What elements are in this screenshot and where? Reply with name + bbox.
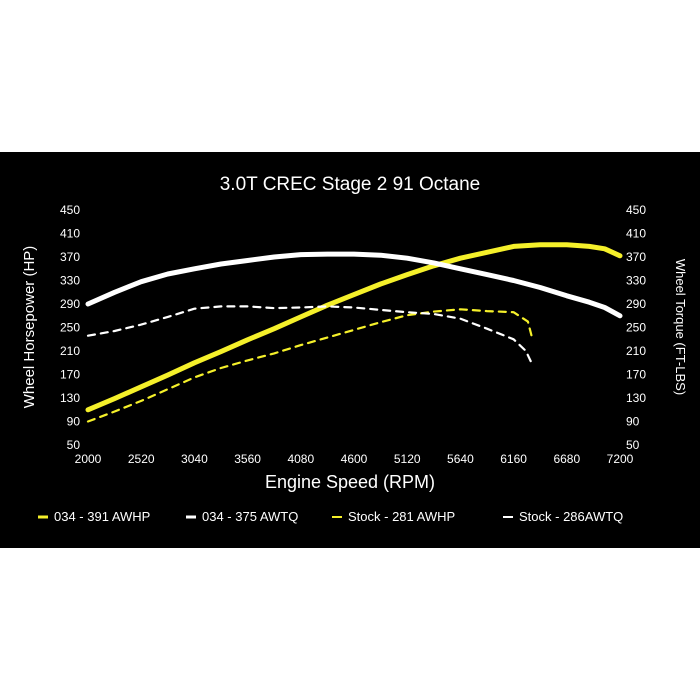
y-axis-label-left: Wheel Horsepower (HP) <box>21 246 38 409</box>
y-tick-label-left: 450 <box>60 203 80 217</box>
y-tick-label-right: 410 <box>626 227 646 241</box>
y-tick-label-left: 90 <box>67 415 81 429</box>
y-tick-label-left: 290 <box>60 297 80 311</box>
y-tick-label-left: 330 <box>60 274 80 288</box>
legend-label: 034 - 391 AWHP <box>54 509 150 524</box>
y-axis-label-right: Wheel Torque (FT-LBS) <box>673 259 688 395</box>
chart-title: 3.0T CREC Stage 2 91 Octane <box>220 174 481 195</box>
legend-label: Stock - 281 AWHP <box>348 509 455 524</box>
x-tick-label: 3040 <box>181 452 208 466</box>
series-line-4 <box>86 305 534 365</box>
x-tick-labels: 2000 2520 3040 3560 4080 4600 5120 5640 6160 6680… <box>75 452 634 466</box>
chart-panel <box>0 152 700 548</box>
legend-label: Stock - 286AWTQ <box>519 509 623 524</box>
x-tick-label: 6160 <box>500 452 527 466</box>
x-tick-label: 5120 <box>394 452 421 466</box>
y-tick-label-left: 170 <box>60 368 80 382</box>
y-tick-label-left: 410 <box>60 227 80 241</box>
x-tick-label: 7200 <box>607 452 634 466</box>
x-tick-label: 3560 <box>234 452 261 466</box>
y-tick-label-right: 290 <box>626 297 646 311</box>
y-tick-label-left: 250 <box>60 321 80 335</box>
series-line-3 <box>86 308 534 423</box>
y-tick-label-left: 50 <box>67 438 81 452</box>
legend-label: 034 - 375 AWTQ <box>202 509 298 524</box>
y-tick-label-left: 370 <box>60 250 80 264</box>
series-line-2 <box>85 251 623 319</box>
y-tick-label-right: 50 <box>626 438 640 452</box>
y-tick-label-right: 370 <box>626 250 646 264</box>
y-tick-label-right: 170 <box>626 368 646 382</box>
y-tick-label-left: 130 <box>60 391 80 405</box>
y-tick-label-right: 450 <box>626 203 646 217</box>
y-tick-label-right: 250 <box>626 321 646 335</box>
y-tick-labels-right: 50 90 130 170 210 250 290 330 370 410 450 <box>626 203 646 452</box>
y-tick-label-right: 130 <box>626 391 646 405</box>
y-tick-label-right: 330 <box>626 274 646 288</box>
x-tick-label: 2000 <box>75 452 102 466</box>
legend: 034 - 391 AWHP 034 - 375 AWTQ Stock - 281 … <box>38 509 623 524</box>
x-tick-label: 2520 <box>128 452 155 466</box>
y-tick-label-right: 210 <box>626 344 646 358</box>
x-axis-label: Engine Speed (RPM) <box>265 472 435 492</box>
series-line-1 <box>85 242 623 413</box>
x-tick-label: 5640 <box>447 452 474 466</box>
x-tick-label: 4080 <box>287 452 314 466</box>
x-tick-label: 6680 <box>553 452 580 466</box>
y-tick-label-left: 210 <box>60 344 80 358</box>
y-tick-labels-left: 50 90 130 170 210 250 290 330 370 410 450 <box>60 203 80 452</box>
x-tick-label: 4600 <box>341 452 368 466</box>
series-lines <box>85 242 623 423</box>
y-tick-label-right: 90 <box>626 415 640 429</box>
